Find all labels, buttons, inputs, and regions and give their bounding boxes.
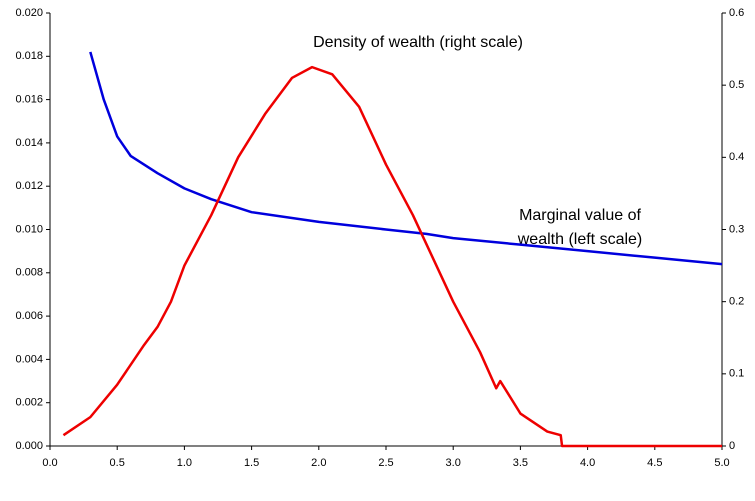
- annotation: Marginal value of: [519, 207, 641, 224]
- y2-tick-label: 0.1: [729, 368, 744, 380]
- y-tick-label: 0.006: [15, 310, 43, 322]
- annotation: Density of wealth (right scale): [313, 34, 523, 51]
- line-series: [62, 65, 722, 448]
- y-tick-label: 0.018: [15, 50, 43, 62]
- y2-tick-label: 0.4: [729, 151, 744, 163]
- y-tick-label: 0.000: [15, 440, 43, 452]
- y-tick-label: 0.002: [15, 397, 43, 409]
- y2-tick-label: 0.6: [729, 7, 744, 19]
- y-tick-label: 0.014: [15, 137, 43, 149]
- x-tick-label: 1.5: [244, 457, 259, 469]
- x-tick-label: 2.0: [311, 457, 326, 469]
- x-tick-label: 3.0: [446, 457, 461, 469]
- x-tick-label: 5.0: [714, 457, 729, 469]
- y2-tick-label: 0.2: [729, 296, 744, 308]
- y-tick-label: 0.008: [15, 267, 43, 279]
- x-tick-label: 4.5: [647, 457, 662, 469]
- annotation: wealth (left scale): [517, 231, 643, 248]
- y-tick-label: 0.004: [15, 353, 43, 365]
- x-tick-label: 1.0: [177, 457, 192, 469]
- y-tick-label: 0.016: [15, 94, 43, 106]
- y2-tick-label: 0.3: [729, 223, 744, 235]
- x-tick-label: 4.0: [580, 457, 595, 469]
- y2-tick-label: 0.5: [729, 79, 744, 91]
- x-tick-label: 2.5: [378, 457, 393, 469]
- line-series: [89, 51, 723, 266]
- y-tick-label: 0.012: [15, 180, 43, 192]
- y-tick-label: 0.020: [15, 7, 43, 19]
- y-tick-label: 0.010: [15, 223, 43, 235]
- y2-tick-label: 0: [729, 440, 735, 452]
- x-tick-label: 3.5: [513, 457, 528, 469]
- x-tick-label: 0.5: [110, 457, 125, 469]
- x-tick-label: 0.0: [42, 457, 57, 469]
